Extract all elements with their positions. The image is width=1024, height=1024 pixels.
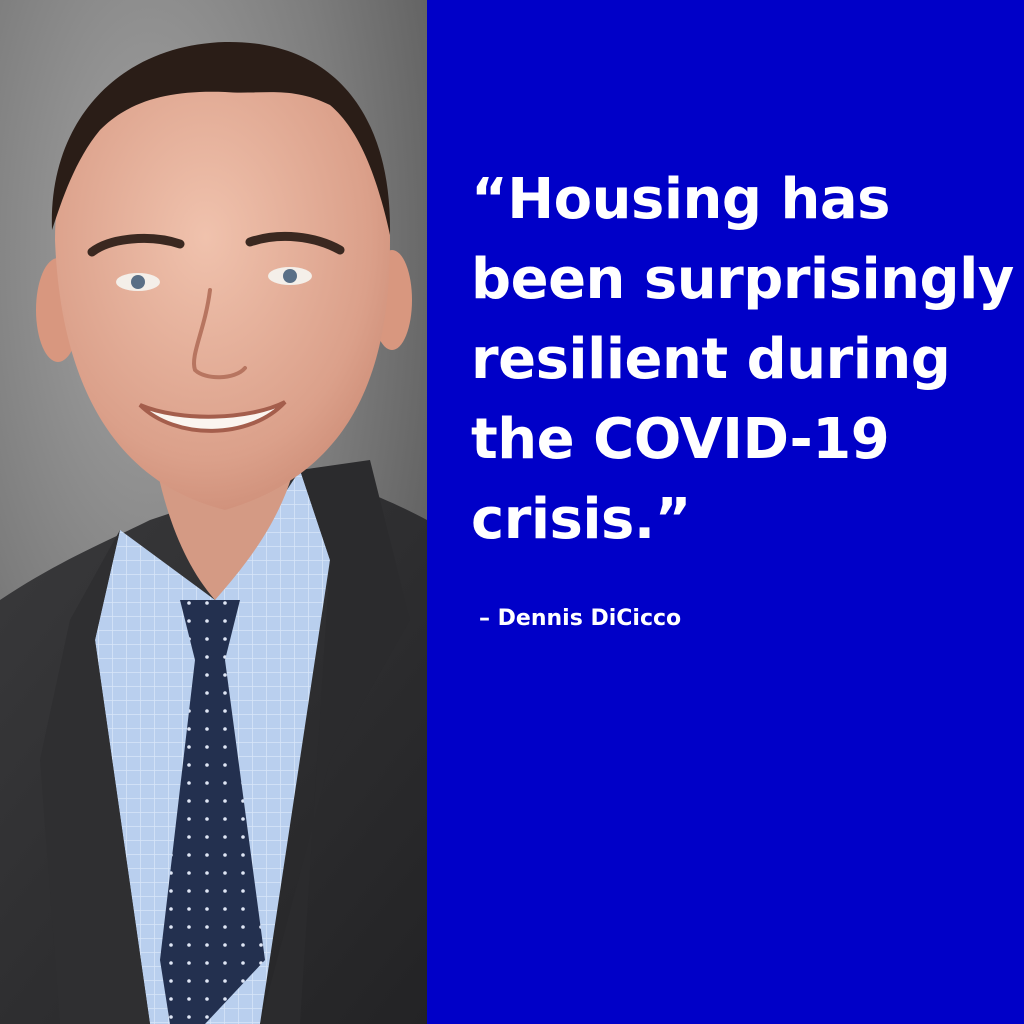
quote-text: “Housing has been surprisingly resilient… [471, 160, 1014, 560]
left-lapel [40, 530, 150, 1024]
hair [51, 41, 391, 236]
right-lapel [260, 460, 410, 1024]
necktie [160, 600, 265, 1024]
quote-line: resilient during [471, 327, 951, 392]
face [55, 55, 390, 510]
nose [192, 288, 247, 380]
quote-attribution: – Dennis DiCicco [479, 606, 682, 631]
quote-panel: “Housing has been surprisingly resilient… [427, 0, 1024, 1024]
quote-line: “Housing has [471, 167, 890, 232]
left-eyebrow [87, 233, 185, 257]
right-eyebrow [245, 231, 345, 255]
smile [138, 400, 287, 433]
quote-line: crisis.” [471, 487, 691, 552]
quote-line: the COVID-19 [471, 407, 890, 472]
quote-line: been surprisingly [471, 247, 1014, 312]
portrait-photo [0, 0, 427, 1024]
portrait-illustration [0, 0, 427, 1024]
